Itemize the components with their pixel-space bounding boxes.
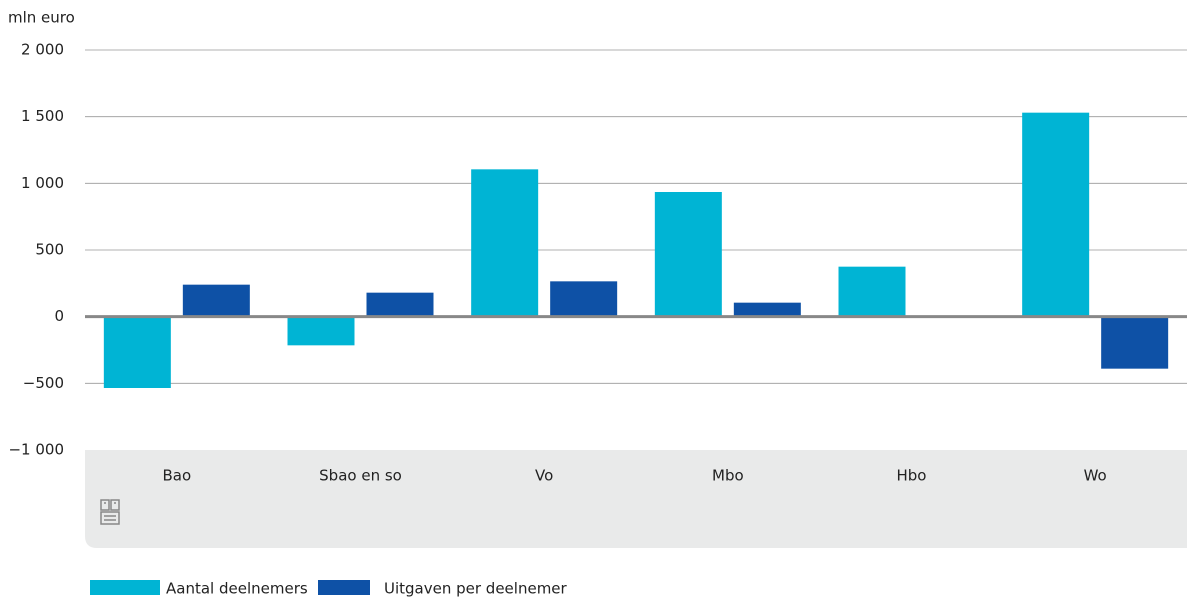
bar [1101,316,1169,369]
y-tick-label: 1 000 [21,174,64,192]
bar [471,169,539,317]
bar [1022,112,1090,317]
bar [366,292,434,317]
x-tick-label: Bao [162,467,191,485]
bar [733,302,801,317]
category-panel [85,450,1187,548]
y-tick-label: 2 000 [21,41,64,59]
legend-label: Aantal deelnemers [166,580,308,598]
bar [838,266,906,317]
legend-label: Uitgaven per deelnemer [384,580,568,598]
x-tick-label: Hbo [897,467,927,485]
y-tick-label: −1 000 [8,441,64,459]
legend-swatch [90,580,160,595]
bar [550,281,618,317]
x-tick-label: Mbo [712,467,744,485]
legend-swatch [318,580,370,595]
bar [287,316,355,346]
y-tick-label: 1 500 [21,107,64,125]
x-tick-label: Vo [535,467,553,485]
x-tick-label: Wo [1084,467,1107,485]
y-tick-label: −500 [23,374,64,392]
x-tick-label: Sbao en so [319,467,402,485]
y-axis-label: mln euro [8,9,75,27]
y-tick-label: 0 [54,307,64,325]
logo [100,499,120,525]
bar [103,316,171,388]
bar [182,284,250,317]
bar [654,192,722,317]
y-tick-label: 500 [35,241,64,259]
